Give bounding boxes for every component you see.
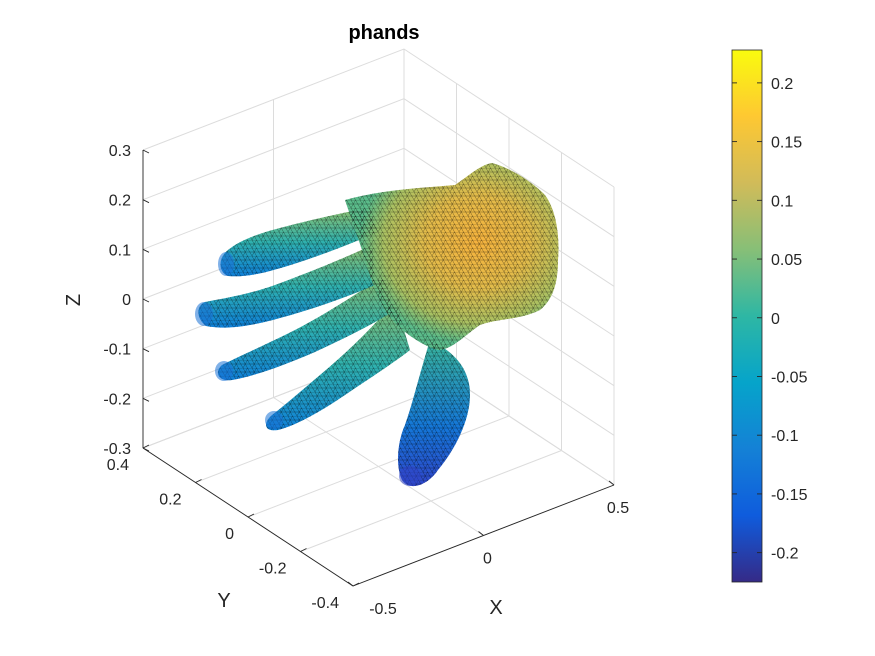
colorbar-tick-label: -0.2 (771, 546, 799, 563)
y-tick-mark (142, 444, 150, 449)
y-tick-mark (195, 479, 202, 483)
z-tick-label: 0.2 (109, 193, 131, 210)
colorbar-tick-label: 0 (771, 311, 780, 328)
x-tick-label: 0.5 (607, 500, 629, 517)
mesh-overlay (198, 163, 559, 487)
y-axis-label: Y (217, 590, 230, 612)
z-tick-mark (142, 397, 150, 402)
z-tick-mark (142, 298, 150, 303)
colorbar: 0.2 0.15 0.1 0.05 0 -0.05 -0.1 -0.15 -0.2 (731, 49, 808, 583)
colorbar-tick-label: -0.05 (771, 369, 808, 386)
axes-lines (142, 149, 615, 587)
grid-line-z (142, 48, 615, 188)
colorbar-tick-label: -0.15 (771, 487, 808, 504)
x-axis-label: X (489, 597, 502, 619)
colorbar-tick-label: 0.2 (771, 76, 793, 93)
grid-line-y-floor (300, 450, 562, 552)
colorbar-tick-label: 0.05 (771, 252, 802, 269)
x-tick-mark (608, 480, 615, 486)
middle-fingertip (215, 361, 233, 381)
y-tick-label: 0.4 (107, 457, 129, 474)
y-tick-mark (300, 548, 307, 552)
z-tick-label: -0.1 (103, 342, 131, 359)
y-tick-mark (352, 582, 360, 587)
z-tick-mark (142, 248, 150, 253)
y-tick-label: 0 (225, 526, 234, 543)
colorbar-tick-label: 0.15 (771, 135, 802, 152)
z-tick-mark (142, 199, 150, 204)
z-tick-label: 0.3 (109, 143, 131, 160)
x-tick-label: -0.5 (369, 601, 397, 618)
y-tick-label: -0.2 (259, 561, 287, 578)
tick-labels: -0.5 0 0.5 -0.4 -0.2 0 0.2 0.4-0.3 -0.2 -0.1 0 0.1 0… (103, 143, 629, 618)
hand-surface (195, 163, 559, 487)
x-tick-mark (478, 531, 484, 536)
x-tick-mark (347, 581, 354, 587)
grid-line-y-floor (247, 415, 510, 518)
z-tick-label: -0.2 (103, 391, 131, 408)
z-tick-mark (142, 348, 150, 353)
ring-fingertip (195, 302, 213, 326)
y-tick-mark (247, 513, 255, 518)
z-tick-label: 0 (122, 292, 131, 309)
colorbar-tick-label: 0.1 (771, 193, 793, 210)
y-tick-label: 0.2 (159, 492, 181, 509)
index-fingertip (265, 411, 283, 429)
z-tick-mark (142, 149, 150, 154)
x-tick-label: 0 (483, 551, 492, 568)
fingertip-shading (195, 252, 421, 486)
y-tick-label: -0.4 (311, 595, 339, 612)
z-axis-label: Z (63, 294, 85, 306)
colorbar-gradient (731, 49, 763, 583)
grid-line-z (142, 98, 615, 238)
colorbar-tick-label: -0.1 (771, 428, 799, 445)
chart-title: phands (348, 22, 419, 44)
thumb-tip (399, 466, 421, 486)
grid-line-y-floor (195, 381, 457, 483)
z-tick-label: 0.1 (109, 242, 131, 259)
z-tick-mark (142, 447, 150, 452)
z-tick-label: -0.3 (103, 441, 131, 458)
little-fingertip (218, 252, 234, 276)
